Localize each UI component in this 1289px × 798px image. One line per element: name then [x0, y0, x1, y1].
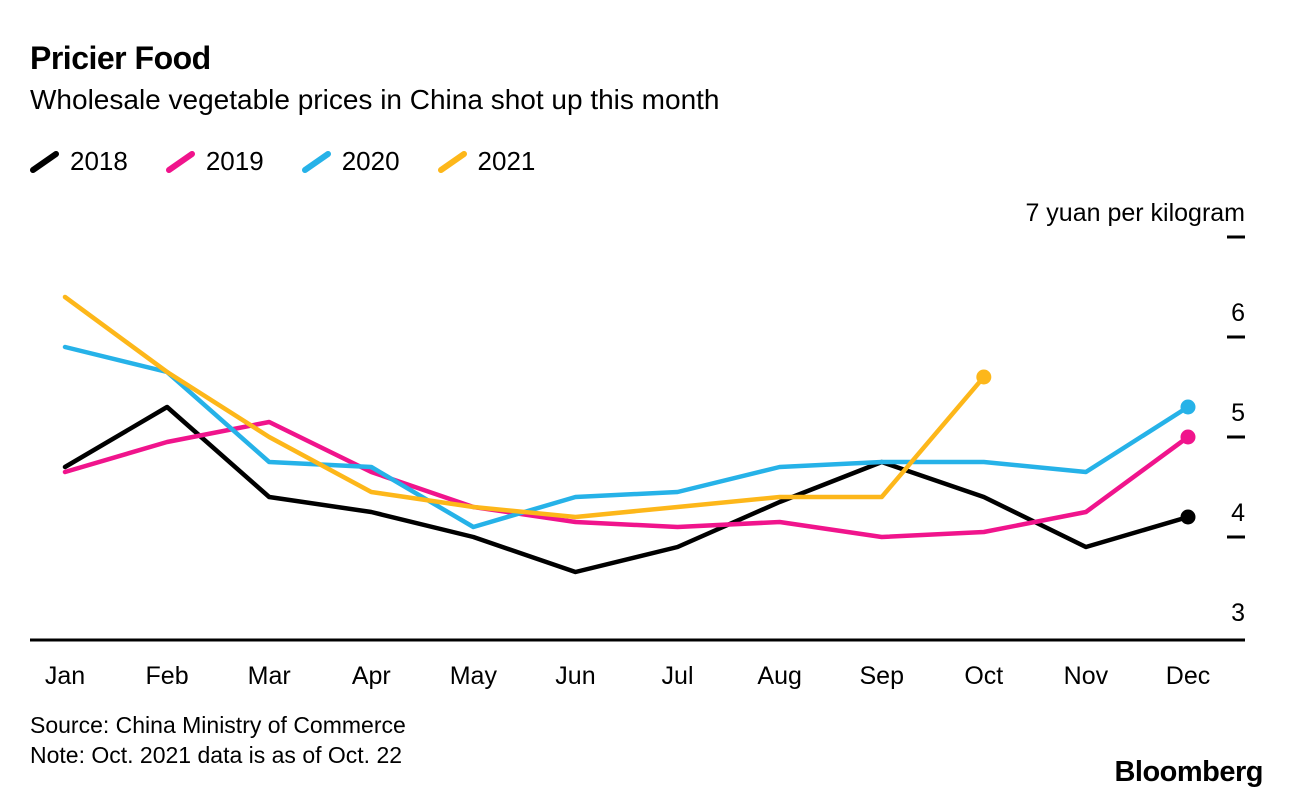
series-line-2021 [62, 294, 987, 520]
x-tick-label: Oct [964, 662, 1003, 690]
x-tick-label: Feb [146, 662, 189, 690]
x-tick-label: Apr [352, 662, 391, 690]
line-swatch-icon [437, 150, 467, 173]
y-tick-label: 3 [1231, 599, 1245, 627]
series-line-2018 [62, 404, 1191, 575]
legend-label-2018: 2018 [70, 146, 128, 176]
legend-item-2019: 2019 [165, 146, 264, 177]
legend-item-2021: 2021 [437, 146, 536, 177]
x-tick-label: Aug [757, 662, 801, 690]
series-end-dot-2018 [1180, 509, 1196, 525]
x-tick-label: Jun [555, 662, 595, 690]
x-tick-label: Jul [662, 662, 694, 690]
source-note-block: Source: China Ministry of Commerce Note:… [30, 710, 406, 770]
y-tick-label: 7 yuan per kilogram [1025, 199, 1245, 227]
x-tick-label: Nov [1064, 662, 1109, 690]
line-swatch-icon [301, 150, 331, 173]
line-swatch-icon [165, 150, 195, 173]
series-line-2019 [62, 419, 1191, 540]
x-tick-label: Dec [1166, 662, 1210, 690]
chart-subtitle: Wholesale vegetable prices in China shot… [30, 84, 720, 115]
y-tick-label: 6 [1231, 299, 1245, 327]
series-end-dot-2021 [976, 369, 992, 385]
x-tick-label: May [450, 662, 498, 690]
series-line-2020 [62, 344, 1191, 530]
legend-label-2019: 2019 [205, 146, 264, 176]
y-tick-label: 5 [1231, 399, 1245, 427]
line-swatch-icon [30, 150, 59, 173]
series-end-dot-2019 [1180, 429, 1196, 445]
x-tick-label: Jan [45, 662, 85, 690]
note-text: Note: Oct. 2021 data is as of Oct. 22 [30, 742, 403, 768]
x-tick-label: Mar [248, 662, 291, 690]
source-text: Source: China Ministry of Commerce [30, 712, 406, 738]
legend-label-2020: 2020 [341, 146, 400, 176]
legend: 2018 2019 2020 2021 [30, 146, 535, 177]
legend-item-2018: 2018 [30, 146, 128, 177]
y-tick-label: 4 [1231, 499, 1245, 527]
x-tick-label: Sep [859, 662, 903, 690]
bloomberg-logo: Bloomberg [1114, 756, 1263, 788]
chart-title: Pricier Food [30, 40, 211, 76]
series-end-dot-2020 [1180, 399, 1196, 415]
legend-label-2021: 2021 [477, 146, 536, 176]
legend-item-2020: 2020 [301, 146, 400, 177]
